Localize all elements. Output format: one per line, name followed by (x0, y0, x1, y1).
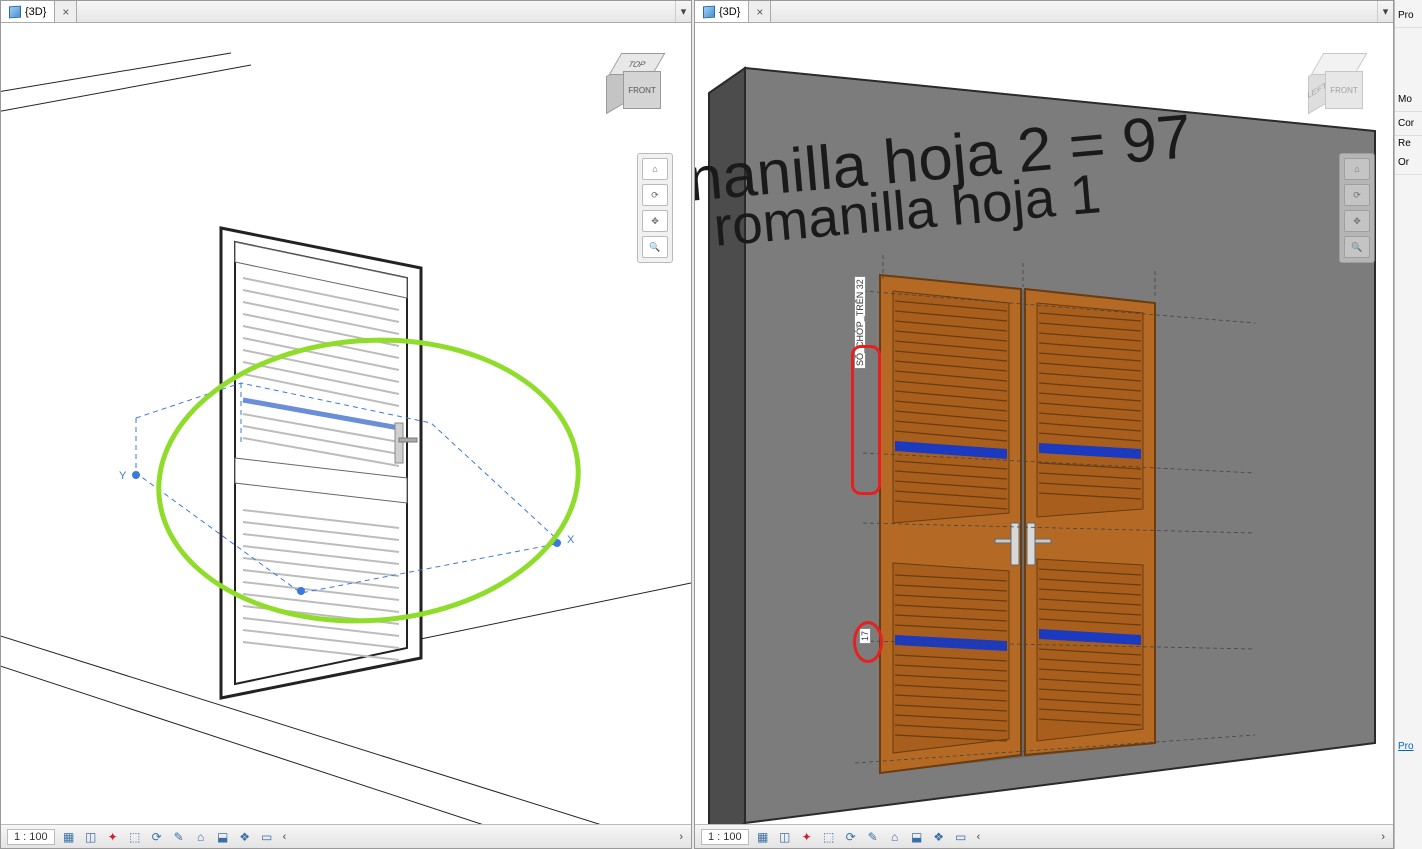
tabbar-right: {3D} × ▾ (695, 1, 1393, 23)
right-pane: {3D} × ▾ (694, 0, 1394, 849)
close-icon: × (754, 5, 765, 19)
tab-close-left[interactable]: × (55, 1, 77, 22)
sb-icon[interactable]: ◫ (777, 829, 793, 845)
nav-orbit-icon[interactable]: ⟳ (642, 184, 668, 206)
scale-label[interactable]: 1 : 100 (7, 829, 55, 845)
tab-menu-right[interactable]: ▾ (1377, 1, 1393, 22)
viewport-right[interactable]: SỐ_CHỚP_TRÊN 32 17 nanilla hoja 2 = 97 r… (695, 23, 1393, 824)
viewcube-right[interactable]: LEFT FRONT (1303, 53, 1373, 123)
sb-icon[interactable]: ⬓ (909, 829, 925, 845)
close-icon: × (60, 5, 71, 19)
tab-title: {3D} (25, 6, 46, 18)
viewcube-left[interactable]: TOP FRONT (601, 53, 671, 123)
red-annotation-upper (851, 345, 881, 495)
dropdown-icon: ▾ (1383, 5, 1389, 18)
red-annotation-lower (853, 621, 883, 663)
chev-left-icon[interactable]: ‹ (281, 831, 289, 843)
sb-icon[interactable]: ◫ (83, 829, 99, 845)
nav-tools-right: ⌂ ⟳ ✥ 🔍 (1339, 153, 1375, 263)
tab-close-right[interactable]: × (749, 1, 771, 22)
panel-title: Pro (1395, 4, 1422, 28)
sb-icon[interactable]: ❖ (931, 829, 947, 845)
nav-pan-icon[interactable]: ✥ (642, 210, 668, 232)
nav-zoom-icon[interactable]: 🔍 (1344, 236, 1370, 258)
sb-icon[interactable]: ⬚ (127, 829, 143, 845)
sb-icon[interactable]: ⟳ (843, 829, 859, 845)
left-pane: {3D} × ▾ (0, 0, 692, 849)
panel-row[interactable]: Or (1395, 151, 1422, 175)
statusbar-right: 1 : 100 ▦ ◫ ✦ ⬚ ⟳ ✎ ⌂ ⬓ ❖ ▭ ‹ › (695, 824, 1393, 848)
dropdown-icon: ▾ (681, 5, 687, 18)
sb-icon[interactable]: ▦ (61, 829, 77, 845)
sb-icon[interactable]: ⬓ (215, 829, 231, 845)
tab-3d-left[interactable]: {3D} (1, 1, 55, 22)
nav-home-icon[interactable]: ⌂ (642, 158, 668, 180)
nav-tools-left: ⌂ ⟳ ✥ 🔍 (637, 153, 673, 263)
axis-x-label: X (567, 534, 575, 546)
chev-right-icon[interactable]: › (1379, 831, 1387, 843)
sb-icon[interactable]: ⌂ (193, 829, 209, 845)
sb-icon[interactable]: ▭ (953, 829, 969, 845)
sb-icon[interactable]: ✎ (171, 829, 187, 845)
sb-icon[interactable]: ✦ (105, 829, 121, 845)
sb-icon[interactable]: ✎ (865, 829, 881, 845)
sb-icon[interactable]: ⌂ (887, 829, 903, 845)
panel-row[interactable]: Mo (1395, 88, 1422, 112)
sb-icon[interactable]: ⟳ (149, 829, 165, 845)
viewport-left[interactable]: Y X TOP FRONT ⌂ ⟳ ✥ 🔍 (1, 23, 691, 824)
chev-right-icon[interactable]: › (677, 831, 685, 843)
properties-panel: Pro Mo Cor Re Or Pro (1394, 0, 1422, 849)
tab-menu-left[interactable]: ▾ (675, 1, 691, 22)
tabbar-left: {3D} × ▾ (1, 1, 691, 23)
tab-title: {3D} (719, 6, 740, 18)
panel-link[interactable]: Pro (1398, 741, 1414, 752)
sb-icon[interactable]: ▭ (259, 829, 275, 845)
nav-pan-icon[interactable]: ✥ (1344, 210, 1370, 232)
cube-icon (9, 5, 21, 18)
panel-row[interactable]: Re (1395, 136, 1422, 151)
sb-icon[interactable]: ❖ (237, 829, 253, 845)
viewcube-front[interactable]: FRONT (623, 71, 661, 109)
chev-left-icon[interactable]: ‹ (975, 831, 983, 843)
axis-y-label: Y (119, 470, 127, 482)
nav-zoom-icon[interactable]: 🔍 (642, 236, 668, 258)
panel-row[interactable]: Cor (1395, 112, 1422, 136)
sb-icon[interactable]: ▦ (755, 829, 771, 845)
viewcube-front[interactable]: FRONT (1325, 71, 1363, 109)
scale-label[interactable]: 1 : 100 (701, 829, 749, 845)
cube-icon (703, 5, 715, 18)
statusbar-left: 1 : 100 ▦ ◫ ✦ ⬚ ⟳ ✎ ⌂ ⬓ ❖ ▭ ‹ › (1, 824, 691, 848)
sb-icon[interactable]: ⬚ (821, 829, 837, 845)
nav-orbit-icon[interactable]: ⟳ (1344, 184, 1370, 206)
sb-icon[interactable]: ✦ (799, 829, 815, 845)
tab-3d-right[interactable]: {3D} (695, 1, 749, 22)
nav-home-icon[interactable]: ⌂ (1344, 158, 1370, 180)
